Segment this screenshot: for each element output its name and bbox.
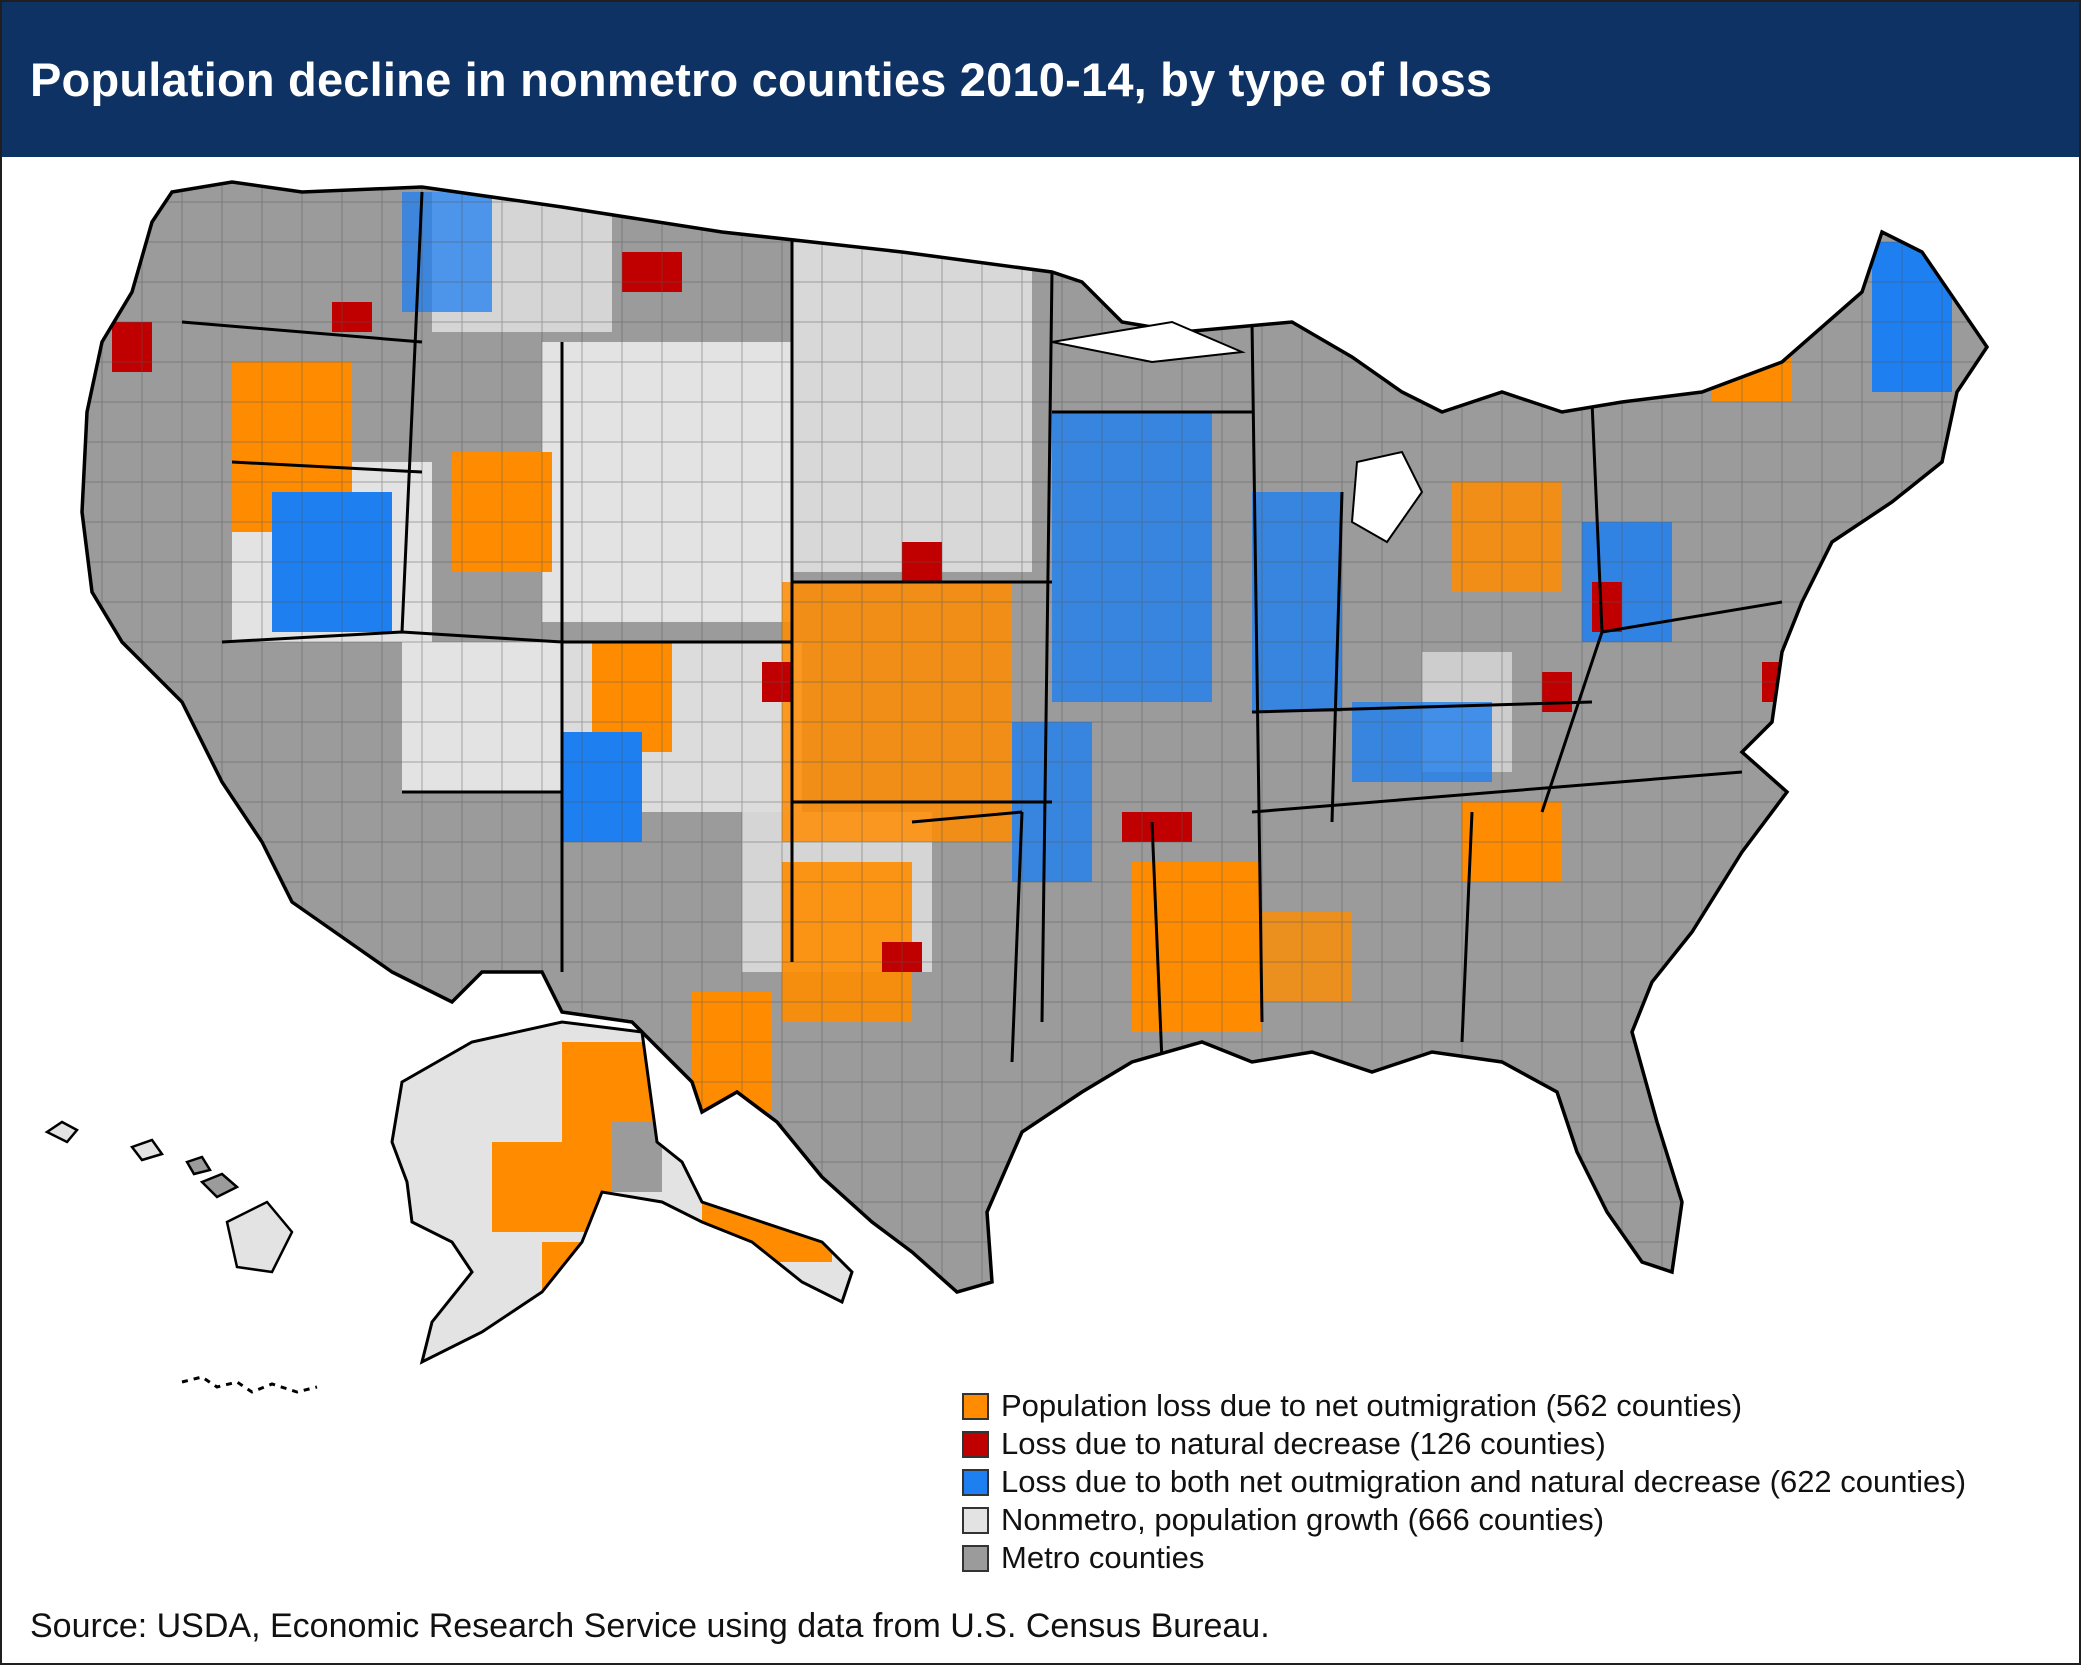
legend-item-natural-decrease: Loss due to natural decrease (126 counti… (962, 1425, 1966, 1463)
legend-label: Nonmetro, population growth (666 countie… (1001, 1502, 1605, 1537)
legend-swatch-outmigration (962, 1392, 989, 1420)
legend-swatch-metro (962, 1544, 989, 1572)
legend: Population loss due to net outmigration … (962, 1387, 1966, 1577)
legend-item-growth: Nonmetro, population growth (666 countie… (962, 1501, 1966, 1539)
legend-label: Loss due to both net outmigration and na… (1001, 1464, 1967, 1499)
legend-item-metro: Metro counties (962, 1539, 1966, 1577)
page-title: Population decline in nonmetro counties … (30, 53, 1493, 106)
legend-label: Loss due to natural decrease (126 counti… (1001, 1426, 1606, 1461)
conus-counties (82, 182, 1987, 1292)
aleutian-islands (181, 1375, 318, 1394)
hawaii (44, 1120, 294, 1274)
map-svg (44, 180, 1990, 1394)
lake-superior (1051, 320, 1246, 364)
alaska-outline (390, 1020, 854, 1365)
legend-swatch-growth (962, 1506, 989, 1534)
legend-swatch-both (962, 1468, 989, 1496)
legend-label: Population loss due to net outmigration … (1001, 1388, 1743, 1423)
legend-item-both: Loss due to both net outmigration and na… (962, 1463, 1966, 1501)
title-bar: Population decline in nonmetro counties … (2, 2, 2079, 157)
legend-item-outmigration: Population loss due to net outmigration … (962, 1387, 1966, 1425)
conus-outline (80, 180, 1990, 1294)
us-county-map (2, 162, 2081, 1592)
lake-michigan (1350, 450, 1424, 544)
source-note: Source: USDA, Economic Research Service … (30, 1607, 1270, 1645)
legend-label: Metro counties (1001, 1540, 1205, 1575)
legend-swatch-natural-decrease (962, 1430, 989, 1458)
